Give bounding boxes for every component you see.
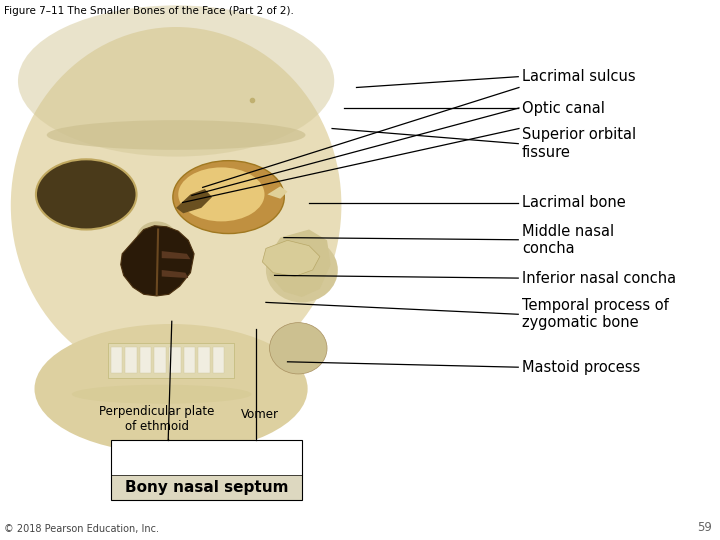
Ellipse shape (35, 324, 307, 454)
Ellipse shape (47, 120, 305, 150)
Ellipse shape (173, 161, 284, 233)
Text: Inferior nasal concha: Inferior nasal concha (522, 271, 676, 286)
Bar (112, 440, 302, 475)
Bar (111, 347, 122, 373)
Ellipse shape (11, 27, 341, 383)
Bar (125, 347, 137, 373)
Bar (112, 440, 302, 500)
Polygon shape (121, 226, 194, 296)
Bar (140, 347, 151, 373)
Polygon shape (176, 189, 212, 213)
Bar (154, 347, 166, 373)
Text: Lacrimal bone: Lacrimal bone (522, 195, 626, 210)
Ellipse shape (179, 167, 264, 221)
Text: Vomer: Vomer (241, 408, 279, 421)
Ellipse shape (266, 238, 338, 302)
Text: Bony nasal septum: Bony nasal septum (125, 480, 289, 495)
Bar (108, 343, 233, 378)
Polygon shape (162, 270, 189, 278)
Ellipse shape (72, 384, 251, 403)
Text: Perpendicular plate
of ethmoid: Perpendicular plate of ethmoid (99, 404, 215, 433)
Bar (112, 475, 302, 500)
Polygon shape (262, 240, 320, 276)
Bar (212, 347, 224, 373)
Ellipse shape (137, 221, 176, 254)
Polygon shape (267, 186, 287, 199)
Bar (184, 347, 195, 373)
Text: Lacrimal sulcus: Lacrimal sulcus (522, 69, 636, 84)
Ellipse shape (269, 322, 327, 374)
Ellipse shape (36, 159, 137, 230)
Polygon shape (162, 251, 191, 259)
Text: Temporal process of
zygomatic bone: Temporal process of zygomatic bone (522, 298, 669, 330)
Text: Figure 7–11 The Smaller Bones of the Face (Part 2 of 2).: Figure 7–11 The Smaller Bones of the Fac… (4, 6, 294, 17)
Bar (169, 347, 181, 373)
Polygon shape (269, 230, 330, 297)
Text: Superior orbital
fissure: Superior orbital fissure (522, 127, 636, 160)
Text: Mastoid process: Mastoid process (522, 360, 640, 375)
Text: © 2018 Pearson Education, Inc.: © 2018 Pearson Education, Inc. (4, 523, 158, 534)
Ellipse shape (18, 5, 334, 157)
Bar (198, 347, 210, 373)
Text: 59: 59 (697, 521, 711, 534)
Text: Middle nasal
concha: Middle nasal concha (522, 224, 614, 256)
Text: Optic canal: Optic canal (522, 100, 605, 116)
